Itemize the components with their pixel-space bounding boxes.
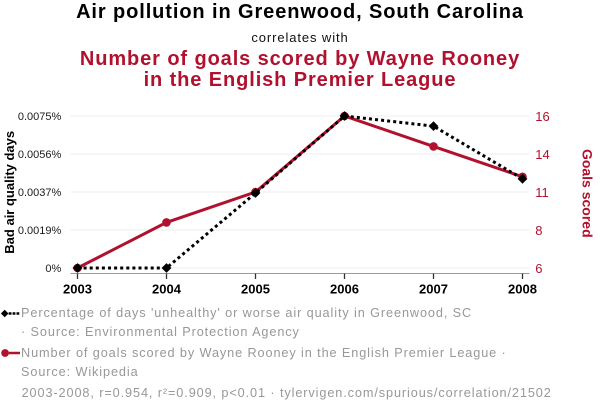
svg-text:14: 14 (535, 147, 549, 162)
svg-text:0.0075%: 0.0075% (18, 111, 62, 123)
black-dotted-line-diamond-marker-icon (0, 309, 20, 318)
legend-text-rooney-goals: Number of goals scored by Wayne Rooney i… (21, 344, 600, 382)
svg-text:0.0019%: 0.0019% (18, 225, 62, 237)
svg-text:2005: 2005 (241, 282, 270, 297)
svg-text:0.0056%: 0.0056% (18, 149, 62, 161)
footer-citation: 2003-2008, r=0.954, r²=0.909, p<0.01 · t… (21, 386, 552, 401)
correlates-with-label: correlates with (251, 29, 349, 45)
svg-text:2007: 2007 (419, 282, 448, 297)
svg-text:Bad air quality days: Bad air quality days (2, 131, 17, 254)
legend-air-quality-line1: Percentage of days 'unhealthy' or worse … (21, 306, 473, 321)
svg-text:2008: 2008 (508, 282, 537, 297)
svg-text:16: 16 (535, 109, 549, 124)
legend-rooney-goals-line1: Number of goals scored by Wayne Rooney i… (21, 346, 507, 361)
svg-text:11: 11 (535, 185, 549, 200)
red-solid-line-circle-marker-icon (0, 349, 20, 358)
svg-text:Goals scored: Goals scored (580, 149, 596, 238)
chart-title-secondary-line1: Number of goals scored by Wayne Rooney (79, 47, 521, 70)
legend-rooney-goals-line2: Source: Wikipedia (21, 365, 139, 380)
legend-item-air-quality: Percentage of days 'unhealthy' or worse … (0, 304, 600, 342)
svg-text:0%: 0% (45, 263, 61, 275)
svg-text:2006: 2006 (330, 282, 359, 297)
svg-text:8: 8 (535, 223, 542, 238)
chart-title-secondary: Number of goals scored by Wayne Rooney i… (0, 47, 600, 91)
svg-text:2004: 2004 (152, 282, 182, 297)
legend-air-quality-line2: · Source: Environmental Protection Agenc… (21, 325, 300, 340)
chart-title-primary: Air pollution in Greenwood, South Caroli… (76, 1, 524, 24)
svg-text:6: 6 (535, 261, 542, 276)
chart-title-secondary-line2: in the English Premier League (143, 68, 457, 91)
svg-text:0.0037%: 0.0037% (18, 187, 62, 199)
svg-text:2003: 2003 (63, 282, 92, 297)
legend-item-rooney-goals: Number of goals scored by Wayne Rooney i… (0, 344, 600, 382)
legend-text-air-quality: Percentage of days 'unhealthy' or worse … (21, 304, 600, 342)
